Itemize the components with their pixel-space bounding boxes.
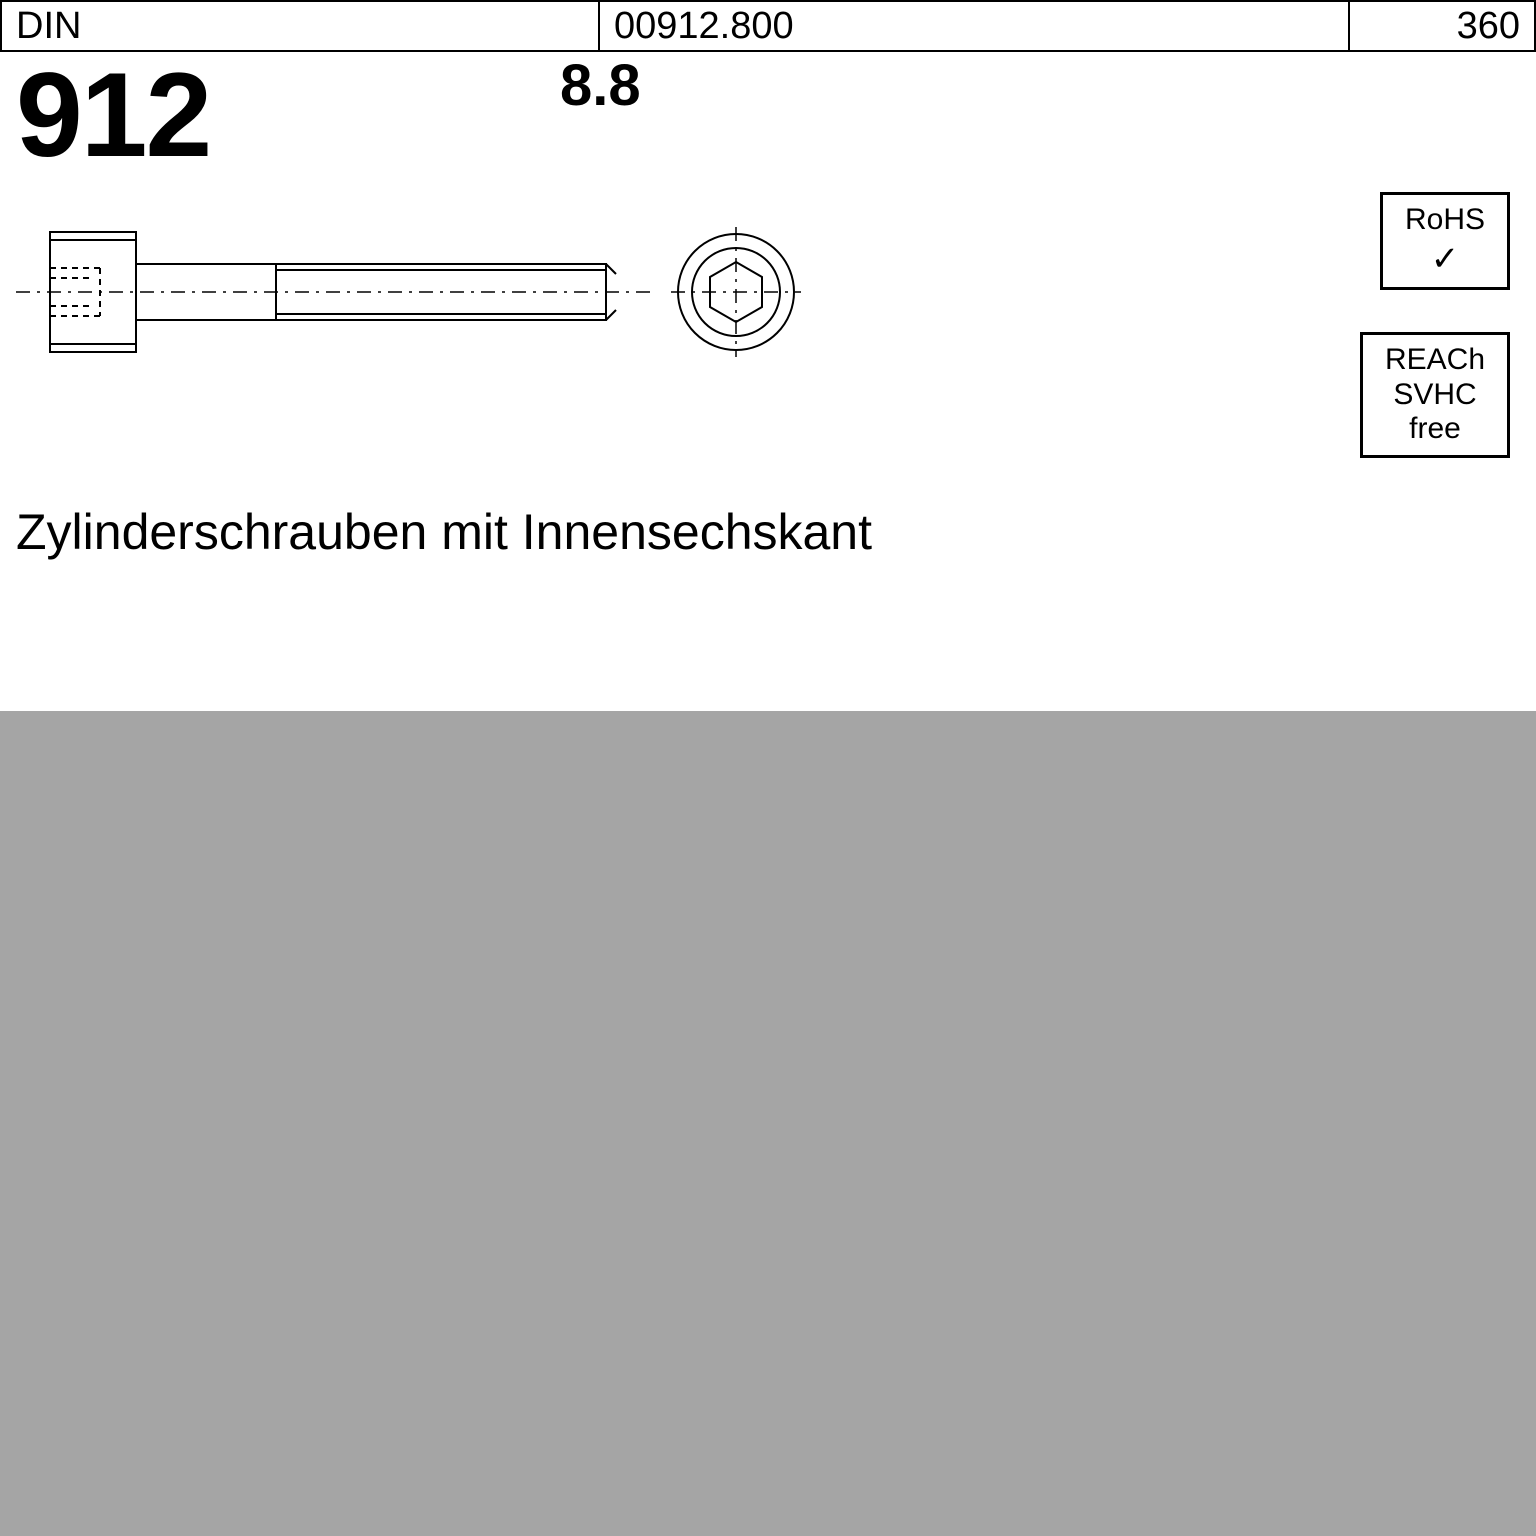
reach-line1: REACh [1373, 343, 1497, 378]
datasheet-upper: DIN 00912.800 360 912 8.8 [0, 0, 1536, 711]
product-description: Zylinderschrauben mit Innensechskant [16, 503, 872, 561]
screw-diagram [16, 212, 836, 392]
strength-grade: 8.8 [560, 52, 641, 119]
title-row: 912 8.8 [0, 52, 1536, 182]
header-article-code: 00912.800 [600, 2, 1350, 50]
datasheet-lower-blank [0, 711, 1536, 1536]
header-standard-org: DIN [0, 2, 600, 50]
reach-line3: free [1373, 412, 1497, 447]
header-row: DIN 00912.800 360 [0, 0, 1536, 52]
header-page-num: 360 [1350, 2, 1536, 50]
check-icon: ✓ [1393, 240, 1497, 279]
reach-badge: REACh SVHC free [1360, 332, 1510, 458]
reach-line2: SVHC [1373, 378, 1497, 413]
rohs-badge: RoHS ✓ [1380, 192, 1510, 290]
rohs-label: RoHS [1405, 203, 1485, 236]
mid-area: RoHS ✓ REACh SVHC free [0, 182, 1536, 442]
standard-number: 912 [16, 46, 210, 184]
